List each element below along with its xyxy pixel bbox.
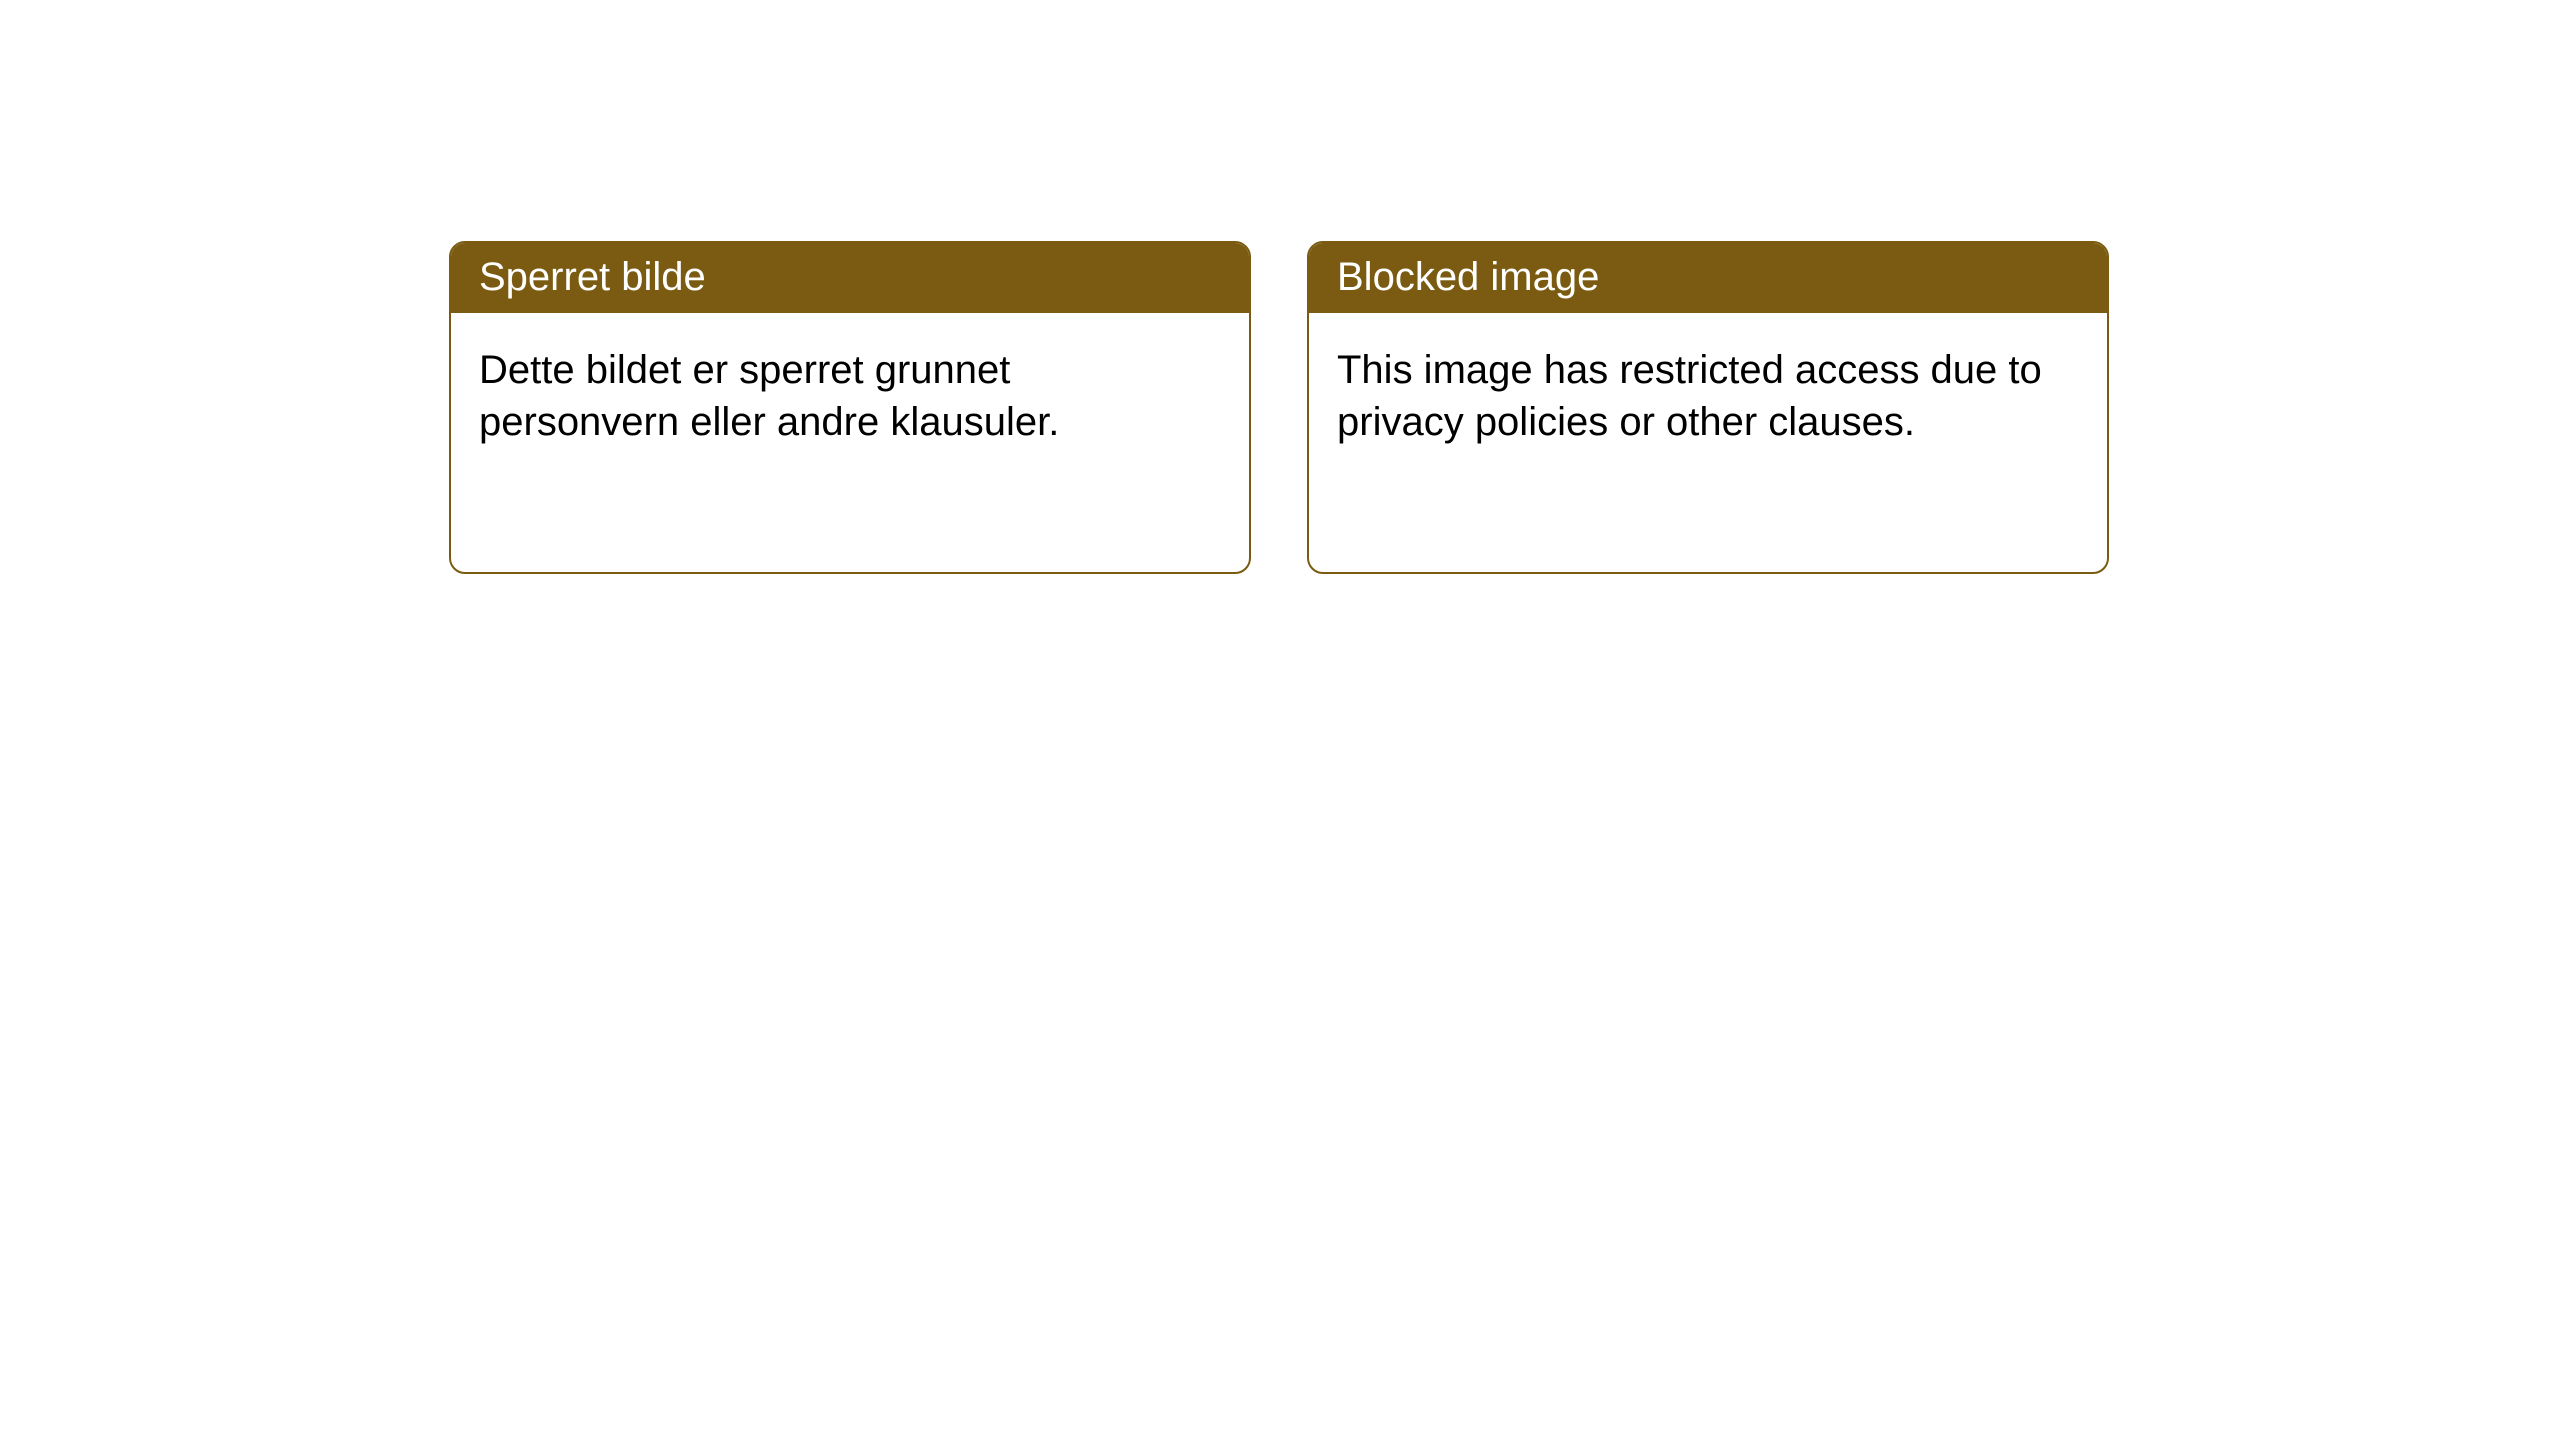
notice-header: Blocked image [1309, 243, 2107, 313]
notice-body: This image has restricted access due to … [1309, 313, 2107, 479]
notice-card-english: Blocked image This image has restricted … [1307, 241, 2109, 574]
notice-header: Sperret bilde [451, 243, 1249, 313]
notice-card-norwegian: Sperret bilde Dette bildet er sperret gr… [449, 241, 1251, 574]
notice-container: Sperret bilde Dette bildet er sperret gr… [0, 0, 2560, 574]
notice-body: Dette bildet er sperret grunnet personve… [451, 313, 1249, 479]
